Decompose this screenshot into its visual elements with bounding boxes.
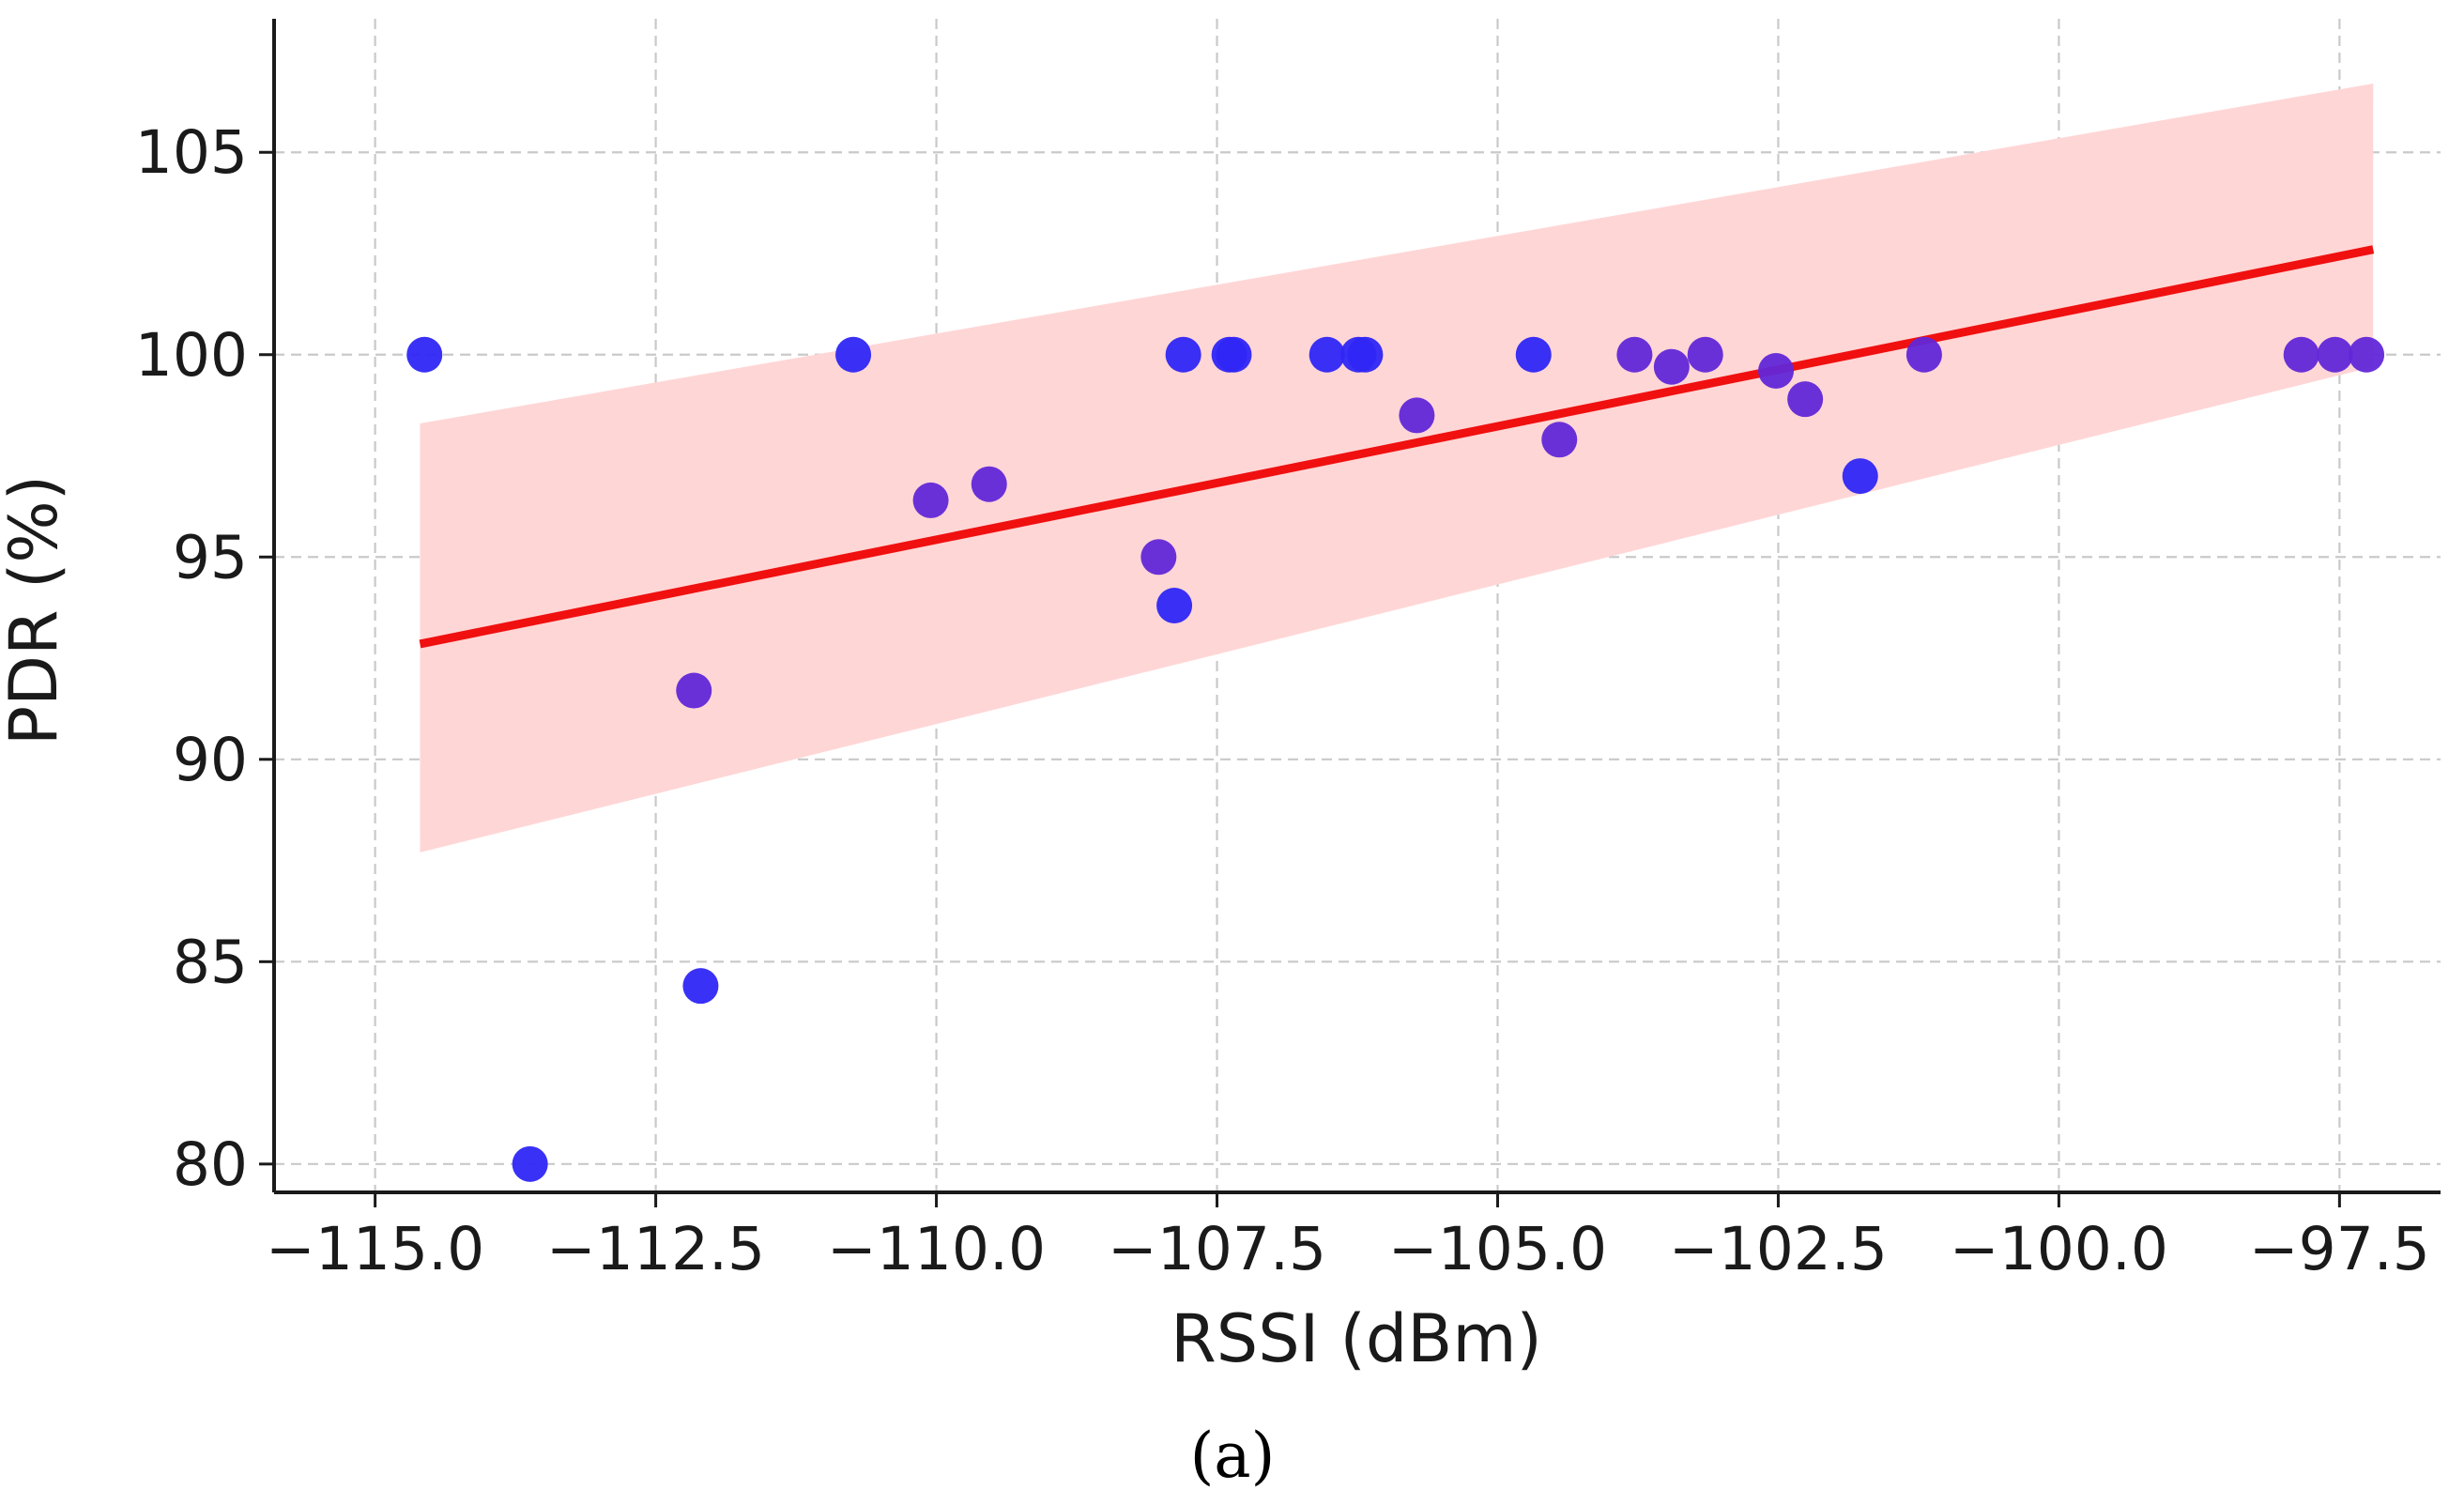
panel-label: (a) — [1190, 1420, 1276, 1492]
y-tick-label: 80 — [173, 1130, 248, 1199]
data-point — [1758, 353, 1795, 389]
data-point — [1165, 336, 1201, 373]
data-point — [1541, 422, 1578, 458]
x-tick-label: −115.0 — [266, 1215, 484, 1283]
x-axis-title: RSSI (dBm) — [1171, 1300, 1542, 1377]
y-tick-label: 85 — [173, 928, 248, 996]
data-point — [512, 1145, 548, 1182]
x-tick-label: −97.5 — [2249, 1215, 2430, 1283]
data-point — [1905, 336, 1942, 373]
x-tick-label: −100.0 — [1950, 1215, 2168, 1283]
data-point — [2283, 336, 2319, 373]
y-tick-labels: 80 85 90 95 100 105 — [135, 118, 248, 1199]
y-tick-label: 105 — [135, 118, 248, 187]
data-point — [1515, 336, 1552, 373]
data-point — [1842, 458, 1878, 495]
data-point — [1309, 336, 1345, 373]
x-tick-label: −107.5 — [1108, 1215, 1326, 1283]
regression-line — [419, 245, 2375, 649]
data-point — [406, 336, 443, 373]
data-point — [1687, 336, 1723, 373]
data-points-layer — [406, 336, 2385, 1182]
y-tick-label: 100 — [135, 321, 248, 390]
data-point — [2317, 336, 2353, 373]
data-point — [1156, 588, 1193, 623]
confidence-band — [420, 83, 2374, 852]
x-tick-label: −102.5 — [1669, 1215, 1888, 1283]
y-tick-label: 90 — [173, 726, 248, 794]
data-point — [835, 336, 872, 373]
data-point — [1347, 336, 1384, 373]
data-point — [1616, 336, 1653, 373]
y-tick-label: 95 — [173, 523, 248, 591]
regression-line-layer — [419, 245, 2375, 649]
y-axis-title: PDR (%) — [0, 475, 72, 745]
data-point — [682, 968, 719, 1005]
data-point — [1140, 539, 1177, 576]
data-point — [1787, 381, 1824, 418]
data-point — [676, 672, 712, 709]
confidence-band-layer — [420, 83, 2374, 852]
data-point — [1399, 397, 1435, 434]
data-point — [1216, 336, 1252, 373]
x-tick-labels: −115.0 −112.5 −110.0 −107.5 −105.0 −102.5 −100… — [266, 1215, 2430, 1283]
x-tick-label: −110.0 — [827, 1215, 1046, 1283]
data-point — [1653, 348, 1690, 385]
data-point — [2349, 336, 2385, 373]
axes — [259, 19, 2441, 1207]
x-tick-label: −112.5 — [546, 1215, 765, 1283]
x-tick-label: −105.0 — [1388, 1215, 1607, 1283]
data-point — [971, 466, 1007, 502]
data-point — [912, 482, 949, 518]
